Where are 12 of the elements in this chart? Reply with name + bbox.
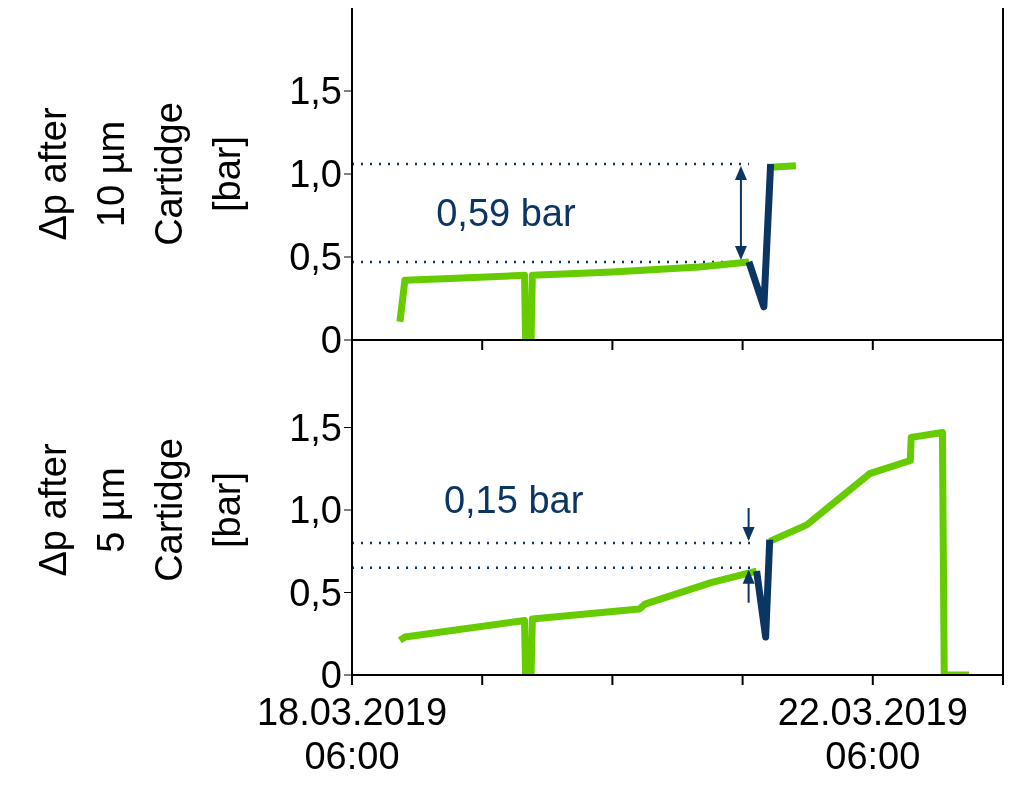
y-tick-label: 1,5 (289, 70, 342, 113)
annotation: 0,15 bar (443, 479, 584, 521)
x-tick-label: 22.03.2019 06:00 (777, 691, 968, 777)
y-tick-label: 0 (320, 319, 342, 362)
y-tick-label: 0,5 (289, 236, 342, 279)
annotation: 0,59 bar (436, 192, 576, 235)
y-tick-label: 1,0 (289, 153, 342, 196)
y-axis-title: Δp after 5 µm Cartidge [bar] (32, 438, 248, 582)
y-axis-title: Δp after 10 µm Cartidge [bar] (32, 102, 248, 246)
y-tick-label: 0,5 (289, 571, 342, 614)
y-tick-label: 1,0 (289, 489, 342, 532)
y-tick-label: 1,5 (289, 406, 342, 449)
